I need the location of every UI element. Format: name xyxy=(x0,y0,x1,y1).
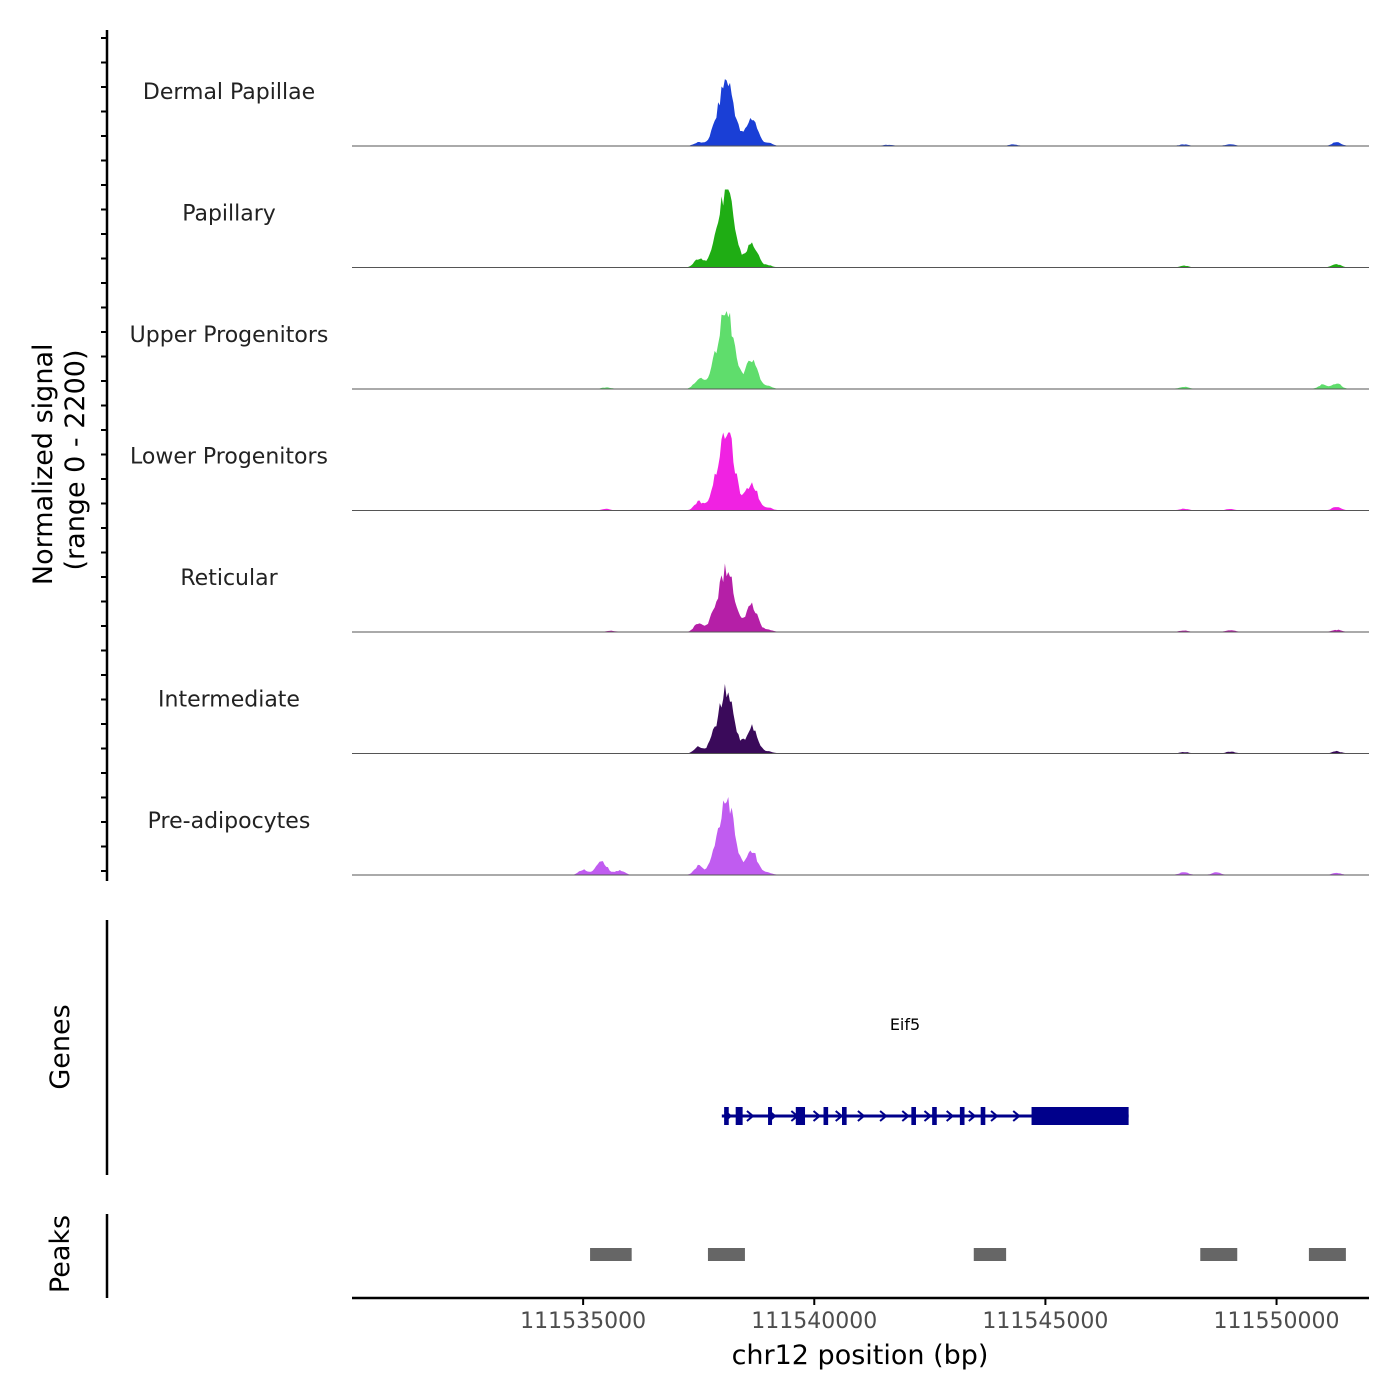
coverage-area xyxy=(352,311,1369,389)
strand-arrow xyxy=(901,1110,910,1122)
strand-arrow xyxy=(946,1110,955,1122)
track-label: Reticular xyxy=(180,566,278,591)
strand-arrow xyxy=(746,1110,755,1122)
coverage-track: Dermal Papillae xyxy=(143,79,1369,147)
coverage-track: Reticular xyxy=(180,563,1369,633)
strand-arrow xyxy=(923,1110,933,1122)
strand-arrow xyxy=(990,1110,999,1122)
coverage-track: Pre-adipocytes xyxy=(148,797,1369,876)
gene-exon xyxy=(842,1107,847,1125)
x-tick-label: 111535000 xyxy=(520,1309,646,1334)
coverage-area xyxy=(352,563,1369,632)
coverage-area xyxy=(352,189,1369,268)
peak-region xyxy=(707,1248,745,1261)
gene-exon xyxy=(768,1107,773,1125)
strand-arrow xyxy=(968,1110,977,1122)
track-label: Upper Progenitors xyxy=(130,323,329,348)
strand-arrow xyxy=(857,1110,866,1122)
peaks-panel-label: Peaks xyxy=(45,1215,76,1293)
coverage-track: Upper Progenitors xyxy=(130,311,1369,390)
peak-region xyxy=(590,1248,632,1261)
coverage-track: Papillary xyxy=(182,189,1369,268)
gene-exon xyxy=(823,1107,829,1125)
coverage-area xyxy=(352,79,1369,146)
peak-region xyxy=(973,1248,1007,1261)
coverage-area xyxy=(352,684,1369,754)
track-label: Intermediate xyxy=(158,688,300,713)
gene-exon xyxy=(959,1107,965,1125)
y-axis-title-line1: Normalized signal xyxy=(28,344,59,586)
x-tick-label: 111540000 xyxy=(751,1309,877,1334)
strand-arrow xyxy=(879,1110,888,1122)
gene-exon xyxy=(724,1107,729,1125)
genes-panel-label: Genes xyxy=(45,1004,76,1089)
genes-track: Eif5 xyxy=(721,1015,1129,1125)
gene-exon xyxy=(1031,1107,1129,1125)
x-axis: 111535000 111540000 111545000 111550000 xyxy=(520,1298,1340,1334)
x-axis-title: chr12 position (bp) xyxy=(732,1340,989,1371)
track-label: Pre-adipocytes xyxy=(148,809,311,834)
x-tick-label: 111545000 xyxy=(982,1309,1108,1334)
coverage-tracks: Dermal Papillae Papillary Upper Progenitor… xyxy=(130,79,1369,876)
gene-exon xyxy=(795,1107,806,1125)
track-label: Lower Progenitors xyxy=(130,445,328,470)
peaks-track xyxy=(590,1248,1346,1261)
gene-name-label: Eif5 xyxy=(890,1015,920,1034)
coverage-track: Intermediate xyxy=(158,684,1369,754)
track-label: Dermal Papillae xyxy=(143,80,315,105)
gene-exon xyxy=(980,1107,986,1125)
gene-exon xyxy=(911,1107,916,1125)
peak-region xyxy=(1308,1248,1346,1261)
peak-region xyxy=(1200,1248,1238,1261)
gene-exon xyxy=(735,1107,743,1125)
coverage-area xyxy=(352,797,1369,875)
track-label: Papillary xyxy=(182,202,276,227)
y-axis-title: Normalized signal (range 0 - 2200) xyxy=(28,335,91,585)
x-tick-label: 111550000 xyxy=(1214,1309,1340,1334)
gene-exon xyxy=(932,1107,937,1125)
y-axis-title-line2: (range 0 - 2200) xyxy=(60,350,91,571)
coverage-area xyxy=(352,432,1369,511)
strand-arrow xyxy=(835,1110,844,1122)
coverage-track: Lower Progenitors xyxy=(130,432,1369,511)
coverage-y-ticks xyxy=(101,37,107,872)
strand-arrow xyxy=(812,1110,822,1122)
strand-arrow xyxy=(1012,1110,1021,1122)
